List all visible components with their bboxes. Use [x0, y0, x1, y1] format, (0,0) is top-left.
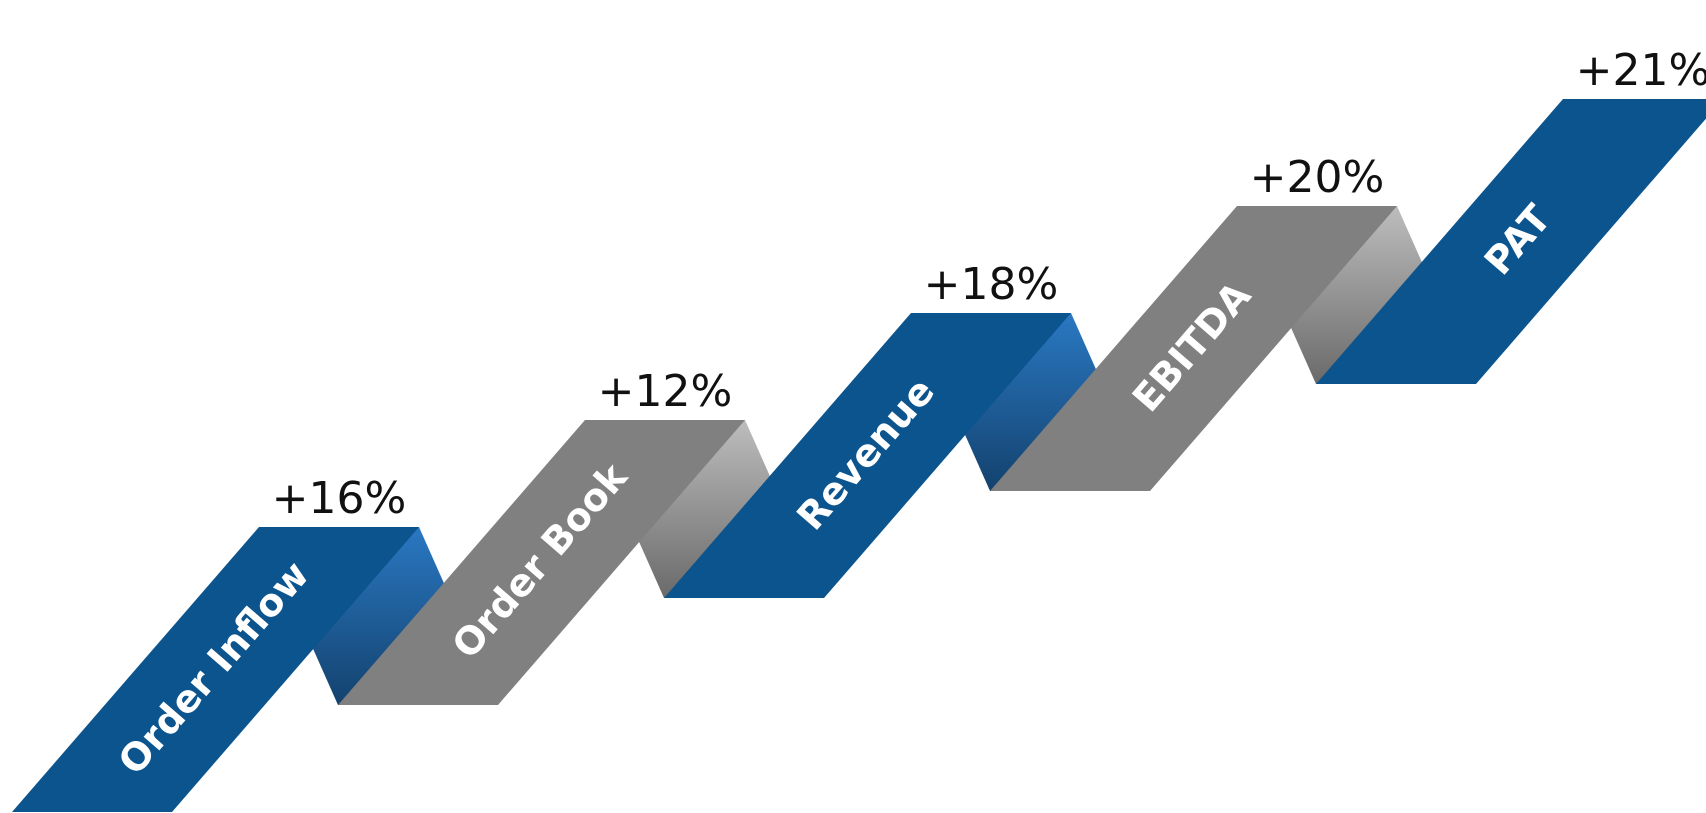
band-order-book	[338, 420, 745, 705]
band-pat	[1316, 99, 1706, 384]
percent-label-order-inflow: +16%	[272, 473, 407, 524]
percent-label-order-book: +12%	[598, 366, 733, 417]
percent-label-revenue: +18%	[924, 259, 1059, 310]
band-ebitda	[990, 206, 1397, 491]
band-order-inflow	[12, 527, 419, 812]
percent-label-ebitda: +20%	[1250, 152, 1385, 203]
band-revenue	[664, 313, 1071, 598]
percent-label-pat: +21%	[1576, 45, 1706, 96]
